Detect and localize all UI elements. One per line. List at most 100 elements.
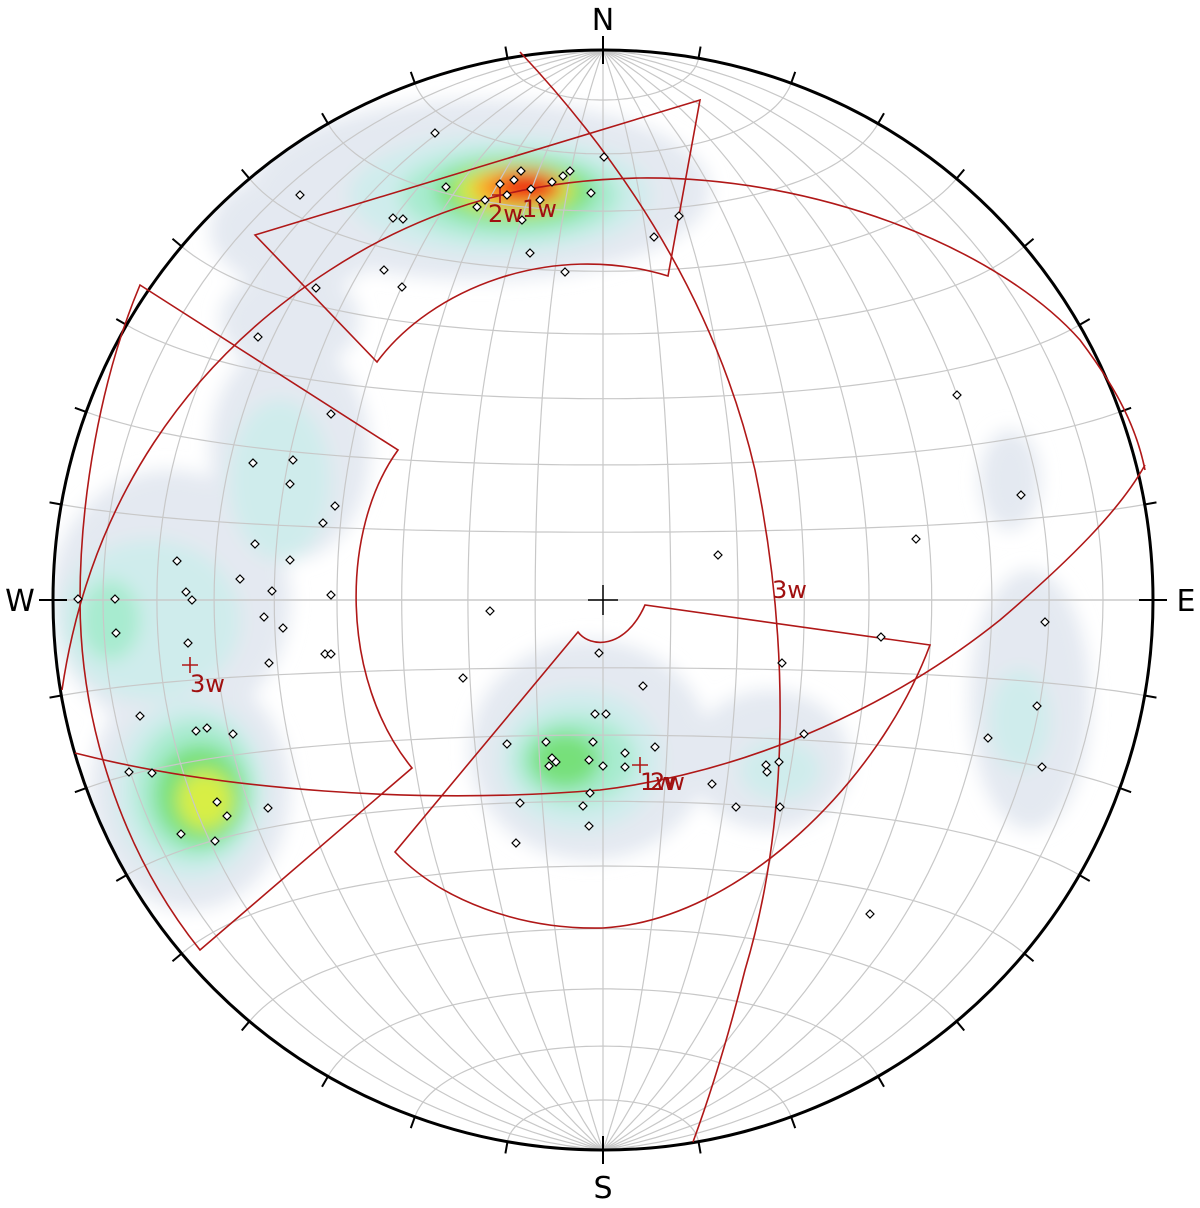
pole [590,709,600,719]
pole [248,458,258,468]
pole [911,534,921,544]
tick [74,787,87,794]
grid-line [506,1099,700,1142]
tick [504,46,509,59]
set-mean-cross [632,757,648,773]
pole [480,195,490,205]
grid-line [86,734,1120,789]
tick [74,406,87,413]
pole [594,648,604,658]
tick [171,237,183,248]
pole [511,838,521,848]
east-label: E [1177,584,1196,619]
pole [526,184,536,194]
pole [952,390,962,400]
south-label: S [593,1171,612,1206]
tick [955,168,966,180]
pole [650,742,660,752]
density-blob [740,740,820,800]
pole [326,590,336,600]
pole [1040,617,1050,627]
pole [558,171,568,181]
pole [649,232,659,242]
pole [326,649,336,659]
pole [264,658,274,668]
grid-line [506,58,700,101]
grid-line [126,800,1080,876]
pole [585,788,595,798]
tick [1078,318,1091,326]
pole [551,757,561,767]
red-overlay [79,283,414,952]
pole [588,737,598,747]
pole [586,188,596,198]
grid-line [126,324,1080,400]
pole [578,801,588,811]
red-overlay [393,604,932,929]
tick [877,1075,885,1088]
pole [713,550,723,560]
tick [240,1020,251,1032]
pole [525,248,535,258]
pole [620,748,630,758]
pole [73,594,83,604]
tick [697,46,702,59]
pole [259,612,269,622]
pole [731,802,741,812]
density-blob [80,580,140,660]
grid-line [181,246,1025,335]
set-label: 2w [488,200,523,228]
pole [472,202,482,212]
density-blob [530,732,600,788]
pole [397,282,407,292]
pole [762,767,772,777]
tick [1119,787,1132,794]
pole [876,632,886,642]
red-overlay [61,177,1146,691]
tick [1078,874,1091,882]
pole [285,479,295,489]
density-blob [220,270,360,370]
pole [212,797,222,807]
tick [955,1020,966,1032]
tick [1144,694,1157,699]
pole [263,803,273,813]
poles [73,128,1050,919]
pole [535,195,545,205]
tick [504,1141,509,1154]
set-label: 2w [650,768,685,796]
pole [183,638,193,648]
tick [49,501,62,506]
pole [495,179,505,189]
tick [409,1116,416,1129]
pole [638,681,648,691]
pole [288,455,298,465]
grid-line [249,178,957,272]
pole [777,658,787,668]
set-label: 3w [190,670,225,698]
pole [278,623,288,633]
pole [253,332,263,342]
pole [541,737,551,747]
density-contours [53,100,1090,910]
set-label: 3w [772,576,807,604]
set-label: 1w [522,195,557,223]
pole [191,726,201,736]
pole [458,673,468,683]
overlays [39,36,1167,1164]
pole [1016,490,1026,500]
tick [697,1141,702,1154]
pole [267,586,277,596]
pole [865,909,875,919]
pole [172,556,182,566]
density-blob [230,400,330,560]
pole [560,267,570,277]
pole [379,265,389,275]
pole [485,606,495,616]
pole [516,166,526,176]
pole [222,811,232,821]
tick [1119,406,1132,413]
tick [321,112,329,125]
pole [502,739,512,749]
pole [388,213,398,223]
